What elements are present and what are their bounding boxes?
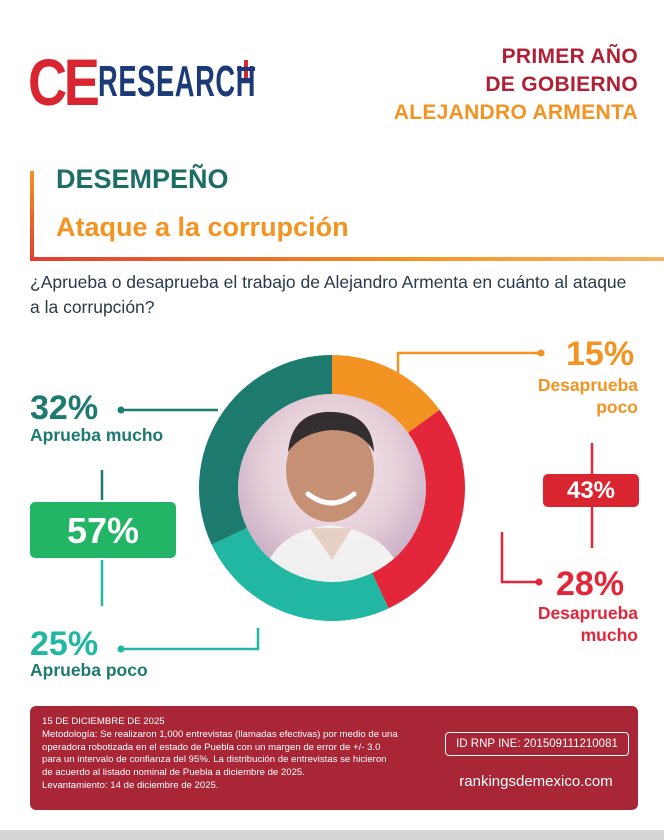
- methodology-line-3: para un intervalo de confianza del 95%. …: [42, 754, 387, 766]
- donut-slice-aprueba-poco: [211, 528, 389, 621]
- donut-chart: [100, 349, 594, 653]
- total-aprueba-box: 57%: [30, 502, 176, 558]
- ce-research-logo: CE RESEARCH: [28, 45, 353, 119]
- donut-slices: [198, 355, 466, 621]
- survey-date: 15 DE DICIEMBRE DE 2025: [42, 716, 165, 727]
- total-desaprueba-box: 43%: [543, 474, 639, 507]
- website-link[interactable]: rankingsdemexico.com: [459, 773, 613, 790]
- section-underline: [30, 257, 664, 261]
- survey-question: ¿Aprueba o desaprueba el trabajo de Alej…: [30, 272, 627, 317]
- pct-aprueba-mucho: 32%: [30, 389, 99, 427]
- pct-desaprueba-mucho: 28%: [556, 565, 625, 603]
- connector-aprueba-poco: [124, 628, 260, 651]
- footer-panel: [30, 706, 638, 810]
- methodology-line-2: operadora robotizada en el estado de Pue…: [42, 741, 381, 753]
- pct-desaprueba-poco: 15%: [566, 335, 635, 373]
- logo-ce: CE: [28, 45, 100, 119]
- portrait-person: [262, 411, 404, 582]
- label-aprueba-poco: Aprueba poco: [30, 660, 148, 680]
- methodology-note: 15 DE DICIEMBRE DE 2025 Metodología: Se …: [42, 716, 437, 793]
- header-line-2: DE GOBIERNO: [485, 73, 638, 96]
- header-line-1: PRIMER AÑO: [501, 45, 638, 68]
- donut-slice-aprueba-mucho: [198, 355, 332, 545]
- label-desaprueba-poco-line1: Desaprueba: [537, 375, 638, 395]
- label-aprueba-mucho: Aprueba mucho: [30, 425, 164, 445]
- section-left-bar: [30, 171, 34, 261]
- section-title: DESEMPEÑO: [56, 164, 229, 194]
- label-desaprueba-poco-line2: poco: [596, 397, 638, 417]
- donut-slice-desaprueba-mucho: [372, 409, 466, 609]
- connector-desaprueba-poco: [396, 351, 538, 377]
- methodology-line-4: de acuerdo al listado nominal de Puebla …: [42, 767, 305, 779]
- label-desaprueba-mucho-line2: mucho: [580, 625, 638, 645]
- label-desaprueba-poco: Desaprueba poco: [538, 374, 638, 418]
- plus-icon: [237, 60, 255, 78]
- logo-research: RESEARCH: [97, 57, 256, 106]
- header-line-3: ALEJANDRO ARMENTA: [393, 101, 638, 124]
- connector-lines: [100, 349, 594, 653]
- label-desaprueba-mucho: Desaprueba mucho: [538, 602, 638, 646]
- id-rnp-badge: ID RNP INE: 201509111210081: [445, 732, 629, 756]
- section-subtitle: Ataque a la corrupción: [56, 212, 349, 242]
- label-desaprueba-mucho-line1: Desaprueba: [537, 603, 638, 623]
- connector-desaprueba-mucho: [500, 532, 536, 584]
- pct-aprueba-poco: 25%: [30, 625, 99, 663]
- methodology-line-1: Metodología: Se realizaron 1,000 entrevi…: [42, 728, 398, 740]
- bottom-strip: [0, 830, 664, 840]
- methodology-line-5: Levantamiento: 14 de diciembre de 2025.: [42, 779, 219, 791]
- donut-slice-desaprueba-poco: [332, 355, 440, 433]
